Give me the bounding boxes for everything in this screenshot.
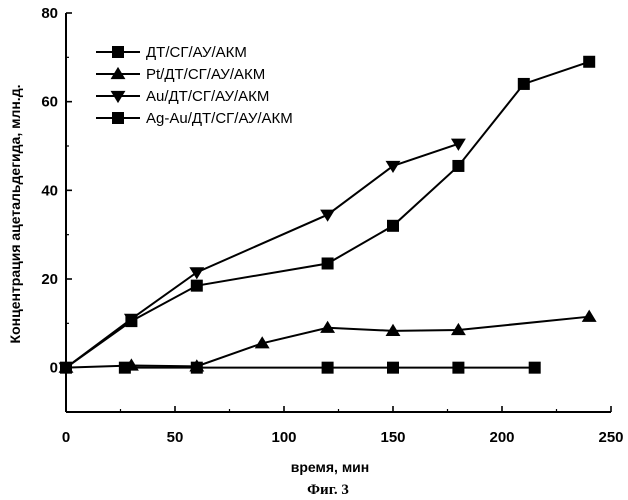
data-point — [387, 220, 399, 232]
data-point — [322, 362, 334, 374]
x-tick-label: 150 — [380, 429, 405, 446]
legend-item: Au/ДТ/СГ/АУ/АКМ — [96, 88, 269, 105]
series-layer — [59, 56, 597, 375]
legend-label: Pt/ДТ/СГ/АУ/АКМ — [146, 66, 265, 83]
x-tick-label: 250 — [598, 429, 623, 446]
data-point — [191, 280, 203, 292]
y-tick-label: 0 — [50, 360, 58, 377]
data-point — [386, 161, 401, 173]
data-point — [320, 321, 335, 333]
data-point — [322, 257, 334, 269]
y-tick-label: 80 — [41, 5, 58, 22]
x-axis-title: время, мин — [291, 459, 369, 475]
data-point — [452, 362, 464, 374]
data-point — [125, 315, 137, 327]
legend-item: Pt/ДТ/СГ/АУ/АКМ — [96, 66, 265, 83]
legend: ДТ/СГ/АУ/АКМ Pt/ДТ/СГ/АУ/АКМ Au/ДТ/СГ/АУ/А… — [96, 44, 293, 127]
data-point — [582, 310, 597, 322]
legend-item: Ag-Au/ДТ/СГ/АУ/АКМ — [96, 110, 293, 127]
legend-item: ДТ/СГ/АУ/АКМ — [96, 44, 247, 61]
legend-marker — [112, 112, 124, 124]
figure-caption: Фиг. 3 — [307, 482, 349, 498]
data-point — [60, 362, 72, 374]
legend-label: Au/ДТ/СГ/АУ/АКМ — [146, 88, 269, 105]
y-axis-title: Концентрация ацетальдегида, млн.д. — [7, 85, 23, 344]
data-point — [387, 362, 399, 374]
data-point — [518, 78, 530, 90]
data-point — [320, 210, 335, 222]
legend-label: Ag-Au/ДТ/СГ/АУ/АКМ — [146, 110, 293, 127]
y-tick-label: 20 — [41, 271, 58, 288]
series-1 — [119, 362, 541, 374]
axes: 0 50 100 150 200 250 0 20 40 60 80 — [41, 5, 623, 446]
data-point — [189, 267, 204, 279]
legend-marker — [112, 46, 124, 58]
x-tick-label: 100 — [271, 429, 296, 446]
data-point — [452, 160, 464, 172]
legend-label: ДТ/СГ/АУ/АКМ — [146, 44, 247, 61]
x-tick-label: 200 — [489, 429, 514, 446]
x-tick-label: 50 — [167, 429, 184, 446]
y-tick-label: 40 — [41, 182, 58, 199]
data-point — [583, 56, 595, 68]
data-point — [529, 362, 541, 374]
y-tick-label: 60 — [41, 94, 58, 111]
series-line — [66, 144, 458, 368]
x-tick-label: 0 — [62, 429, 70, 446]
